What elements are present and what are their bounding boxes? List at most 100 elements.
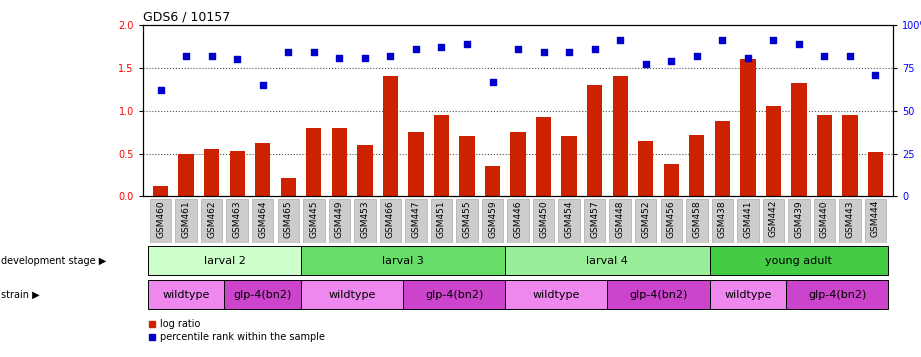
- Point: [332, 55, 346, 60]
- FancyBboxPatch shape: [355, 198, 376, 243]
- Bar: [791, 83, 807, 196]
- Text: wildtype: wildtype: [329, 290, 376, 300]
- FancyBboxPatch shape: [635, 198, 657, 243]
- FancyBboxPatch shape: [712, 198, 733, 243]
- Point: [307, 50, 321, 55]
- FancyBboxPatch shape: [506, 246, 709, 275]
- Bar: [306, 128, 321, 196]
- Text: wildtype: wildtype: [162, 290, 210, 300]
- Text: GSM442: GSM442: [769, 200, 778, 237]
- Text: GSM456: GSM456: [667, 200, 676, 238]
- Bar: [740, 59, 755, 196]
- Text: larval 3: larval 3: [382, 256, 424, 266]
- Bar: [765, 106, 781, 196]
- Text: larval 4: larval 4: [587, 256, 628, 266]
- Text: GSM461: GSM461: [181, 200, 191, 238]
- Text: GSM458: GSM458: [693, 200, 701, 238]
- Text: GSM454: GSM454: [565, 200, 574, 237]
- Text: wildtype: wildtype: [724, 290, 772, 300]
- Text: GSM465: GSM465: [284, 200, 293, 238]
- Text: GSM463: GSM463: [233, 200, 241, 238]
- Text: GSM445: GSM445: [309, 200, 319, 237]
- Point: [230, 56, 245, 62]
- Point: [485, 79, 500, 84]
- FancyBboxPatch shape: [303, 198, 324, 243]
- Text: GSM457: GSM457: [590, 200, 600, 238]
- Bar: [332, 128, 347, 196]
- Point: [612, 37, 627, 43]
- Text: GDS6 / 10157: GDS6 / 10157: [143, 11, 230, 24]
- Point: [536, 50, 551, 55]
- Point: [281, 50, 296, 55]
- Text: GSM447: GSM447: [412, 200, 421, 237]
- Bar: [664, 164, 679, 196]
- Text: GSM450: GSM450: [539, 200, 548, 238]
- FancyBboxPatch shape: [148, 280, 225, 309]
- FancyBboxPatch shape: [584, 198, 605, 243]
- Point: [690, 53, 705, 59]
- FancyBboxPatch shape: [403, 280, 506, 309]
- FancyBboxPatch shape: [839, 198, 861, 243]
- Point: [869, 72, 883, 77]
- Bar: [562, 136, 577, 196]
- Bar: [281, 177, 296, 196]
- FancyBboxPatch shape: [482, 198, 503, 243]
- Bar: [638, 141, 653, 196]
- FancyBboxPatch shape: [865, 198, 886, 243]
- FancyBboxPatch shape: [814, 198, 835, 243]
- Bar: [357, 145, 372, 196]
- Bar: [689, 135, 705, 196]
- Point: [817, 53, 832, 59]
- Bar: [179, 154, 193, 196]
- Point: [740, 55, 755, 60]
- Text: GSM443: GSM443: [845, 200, 855, 237]
- Text: GSM452: GSM452: [641, 200, 650, 237]
- FancyBboxPatch shape: [329, 198, 350, 243]
- FancyBboxPatch shape: [405, 198, 426, 243]
- FancyBboxPatch shape: [456, 198, 478, 243]
- Bar: [484, 166, 500, 196]
- Point: [460, 41, 474, 47]
- Text: glp-4(bn2): glp-4(bn2): [808, 290, 867, 300]
- Point: [383, 53, 398, 59]
- FancyBboxPatch shape: [301, 280, 403, 309]
- Point: [843, 53, 857, 59]
- Text: GSM466: GSM466: [386, 200, 395, 238]
- Bar: [612, 76, 628, 196]
- Bar: [843, 115, 857, 196]
- Text: young adult: young adult: [765, 256, 833, 266]
- Text: larval 2: larval 2: [204, 256, 245, 266]
- FancyBboxPatch shape: [227, 198, 248, 243]
- Text: glp-4(bn2): glp-4(bn2): [426, 290, 484, 300]
- Text: glp-4(bn2): glp-4(bn2): [234, 290, 292, 300]
- Point: [562, 50, 577, 55]
- Point: [715, 37, 729, 43]
- Text: GSM453: GSM453: [360, 200, 369, 238]
- FancyBboxPatch shape: [252, 198, 274, 243]
- Text: GSM441: GSM441: [743, 200, 752, 237]
- Bar: [204, 149, 219, 196]
- FancyBboxPatch shape: [201, 198, 222, 243]
- FancyBboxPatch shape: [277, 198, 299, 243]
- Text: GSM438: GSM438: [717, 200, 727, 238]
- FancyBboxPatch shape: [763, 198, 784, 243]
- FancyBboxPatch shape: [225, 280, 301, 309]
- Bar: [408, 132, 424, 196]
- Text: development stage ▶: development stage ▶: [1, 256, 106, 266]
- Bar: [587, 85, 602, 196]
- Bar: [229, 151, 245, 196]
- Point: [204, 53, 219, 59]
- Point: [409, 46, 424, 52]
- FancyBboxPatch shape: [148, 246, 301, 275]
- Point: [357, 55, 372, 60]
- FancyBboxPatch shape: [533, 198, 554, 243]
- FancyBboxPatch shape: [788, 198, 810, 243]
- Text: GSM464: GSM464: [258, 200, 267, 237]
- FancyBboxPatch shape: [608, 280, 709, 309]
- Text: GSM451: GSM451: [437, 200, 446, 238]
- Text: GSM446: GSM446: [514, 200, 522, 237]
- Text: GSM440: GSM440: [820, 200, 829, 237]
- FancyBboxPatch shape: [558, 198, 580, 243]
- FancyBboxPatch shape: [379, 198, 402, 243]
- FancyBboxPatch shape: [787, 280, 888, 309]
